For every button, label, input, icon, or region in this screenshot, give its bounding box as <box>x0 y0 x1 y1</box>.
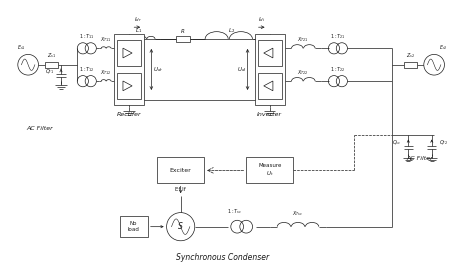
Bar <box>114 34 144 105</box>
Bar <box>118 73 141 99</box>
Text: Measure
$U_t$: Measure $U_t$ <box>258 163 282 178</box>
Text: Inverter: Inverter <box>257 112 283 117</box>
Text: $X_{T21}$: $X_{T21}$ <box>298 35 309 44</box>
Bar <box>157 158 204 183</box>
Text: $1{:}T_{11}$: $1{:}T_{11}$ <box>79 32 95 41</box>
Text: $L_2$: $L_2$ <box>228 26 235 35</box>
Text: $Q_{f1}$: $Q_{f1}$ <box>45 67 54 76</box>
Text: $1{:}T_{21}$: $1{:}T_{21}$ <box>330 32 346 41</box>
Circle shape <box>424 54 445 75</box>
Circle shape <box>18 54 38 75</box>
Text: $L_1$: $L_1$ <box>135 26 142 35</box>
Bar <box>176 36 190 42</box>
Text: Ef If: Ef If <box>175 187 186 192</box>
Bar <box>119 216 148 237</box>
Bar <box>255 34 285 105</box>
Text: AC Filter: AC Filter <box>27 126 53 131</box>
Text: $E_{s2}$: $E_{s2}$ <box>439 43 448 52</box>
Text: $X_{T12}$: $X_{T12}$ <box>100 68 112 77</box>
Circle shape <box>166 213 195 241</box>
Text: $Z_{s2}$: $Z_{s2}$ <box>406 51 415 60</box>
Text: AC Filter: AC Filter <box>407 156 433 161</box>
Text: Exciter: Exciter <box>170 168 191 173</box>
Text: $I_{di}$: $I_{di}$ <box>258 15 265 24</box>
Bar <box>258 73 282 99</box>
Text: $E_{s1}$: $E_{s1}$ <box>17 43 26 52</box>
Text: $I_{dr}$: $I_{dr}$ <box>134 15 141 24</box>
Text: $U_{di}$: $U_{di}$ <box>237 65 246 74</box>
Text: $Q_{f2}$: $Q_{f2}$ <box>439 138 447 147</box>
Text: $Z_{s1}$: $Z_{s1}$ <box>47 51 56 60</box>
Text: $U_{dr}$: $U_{dr}$ <box>153 65 163 74</box>
Text: $X_{T22}$: $X_{T22}$ <box>298 68 309 77</box>
Text: Rectifer: Rectifer <box>117 112 141 117</box>
Text: $S$: $S$ <box>177 220 184 231</box>
Text: $R$: $R$ <box>181 27 186 35</box>
Text: $X_{T11}$: $X_{T11}$ <box>100 35 112 44</box>
Text: Synchronous Condenser: Synchronous Condenser <box>176 253 270 262</box>
Text: No
load: No load <box>128 221 140 232</box>
Bar <box>246 158 293 183</box>
Bar <box>45 62 58 68</box>
Text: $1{:}T_{12}$: $1{:}T_{12}$ <box>79 65 95 74</box>
Bar <box>404 62 417 68</box>
Text: $1{:}T_{sc}$: $1{:}T_{sc}$ <box>227 207 242 216</box>
Text: $1{:}T_{22}$: $1{:}T_{22}$ <box>330 65 346 74</box>
Text: $Q_{sc}$: $Q_{sc}$ <box>392 138 401 147</box>
Bar <box>118 40 141 66</box>
Bar <box>258 40 282 66</box>
Text: $X_{Tsc}$: $X_{Tsc}$ <box>292 209 304 218</box>
